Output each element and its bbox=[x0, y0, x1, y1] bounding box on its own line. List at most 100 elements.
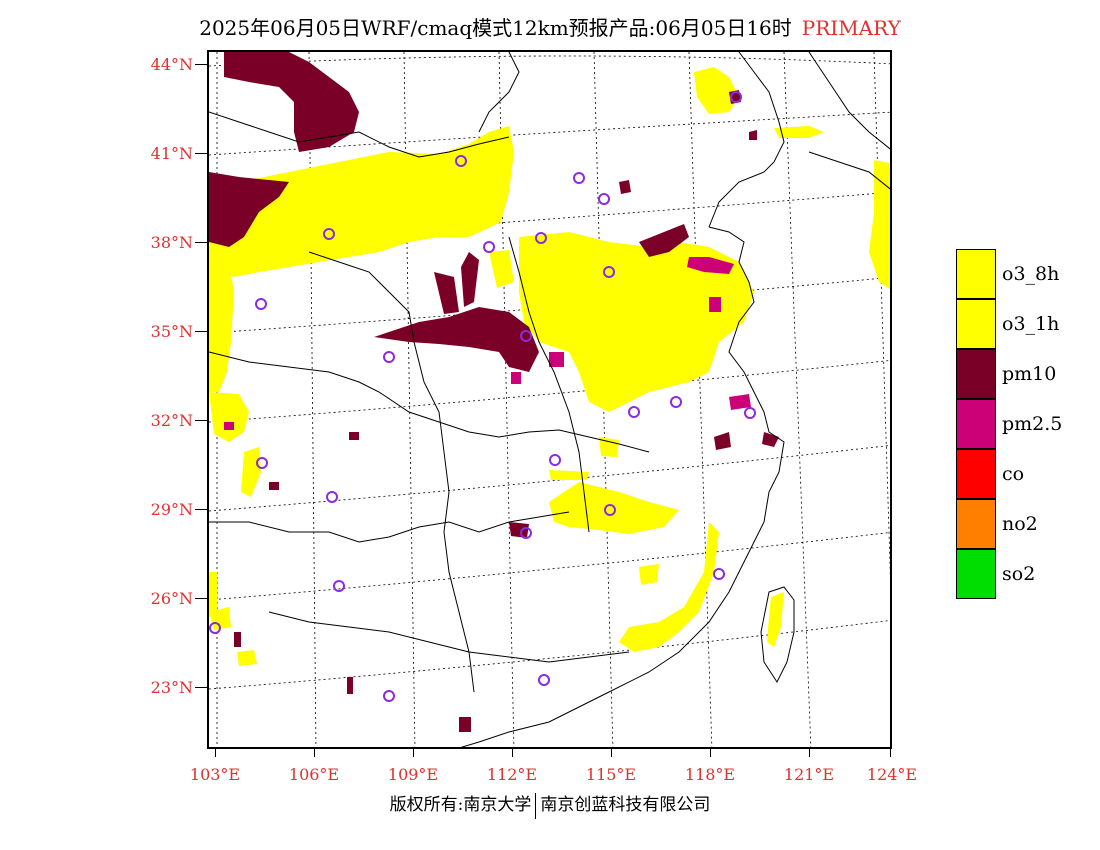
station-marker bbox=[598, 193, 610, 205]
coastline bbox=[460, 226, 785, 747]
map-title: 2025年06月05日WRF/cmaq模式12km预报产品:06月05日16时 P… bbox=[0, 12, 1100, 41]
lat-label: 29°N bbox=[150, 500, 193, 519]
o3-region bbox=[869, 160, 890, 290]
pm10-region bbox=[749, 130, 757, 140]
station-marker bbox=[538, 674, 550, 686]
pm10-region bbox=[234, 632, 241, 647]
graticule-lon bbox=[783, 52, 812, 747]
boundary-line bbox=[209, 351, 650, 453]
lon-tick bbox=[512, 749, 513, 757]
map-area[interactable] bbox=[207, 50, 892, 749]
o3-region bbox=[694, 67, 739, 114]
lon-label: 106°E bbox=[288, 765, 340, 784]
pm10-region bbox=[619, 180, 631, 194]
station-marker bbox=[604, 504, 616, 516]
lon-label: 124°E bbox=[866, 765, 918, 784]
graticule-lon bbox=[593, 52, 614, 747]
station-marker bbox=[383, 351, 395, 363]
station-marker bbox=[256, 457, 268, 469]
o3-region bbox=[209, 607, 231, 630]
lon-tick bbox=[215, 749, 216, 757]
lat-tick bbox=[195, 598, 207, 599]
lon-label: 103°E bbox=[189, 765, 241, 784]
pm10-regions bbox=[209, 52, 779, 732]
footer-right: 南京创蓝科技有限公司 bbox=[540, 795, 711, 815]
pm25-region bbox=[687, 257, 734, 274]
pm10-region bbox=[269, 482, 279, 490]
station-marker bbox=[549, 454, 561, 466]
pm25-region bbox=[511, 372, 521, 384]
station-marker bbox=[520, 330, 532, 342]
pm10-region bbox=[461, 252, 479, 307]
graticule-lon bbox=[688, 52, 713, 747]
station-marker bbox=[209, 622, 221, 634]
station-marker bbox=[744, 407, 756, 419]
boundary-line bbox=[808, 52, 890, 150]
legend-swatch bbox=[956, 399, 996, 449]
lon-label: 121°E bbox=[783, 765, 835, 784]
pm10-region bbox=[224, 52, 359, 152]
lat-label: 32°N bbox=[150, 411, 193, 430]
lat-label: 38°N bbox=[150, 233, 193, 252]
o3-region bbox=[639, 564, 659, 585]
lon-label: 112°E bbox=[486, 765, 538, 784]
map-canvas bbox=[209, 52, 890, 747]
pm25-regions bbox=[224, 257, 751, 430]
pm25-region bbox=[709, 297, 721, 312]
o3-region bbox=[519, 232, 754, 412]
boundary-line bbox=[308, 251, 415, 343]
pm10-region bbox=[374, 307, 539, 372]
legend-label: no2 bbox=[1002, 513, 1038, 535]
o3-region bbox=[237, 650, 257, 666]
legend-label: pm10 bbox=[1002, 363, 1057, 385]
lat-tick bbox=[195, 509, 207, 510]
legend-item: o3_1h bbox=[956, 299, 1096, 349]
lat-tick bbox=[195, 64, 207, 65]
boundary-line bbox=[413, 341, 475, 693]
station-marker bbox=[520, 527, 532, 539]
legend-item: pm2.5 bbox=[956, 399, 1096, 449]
pm10-region bbox=[714, 432, 731, 450]
graticule-lat bbox=[209, 532, 890, 601]
o3-region bbox=[241, 447, 261, 497]
boundary-line bbox=[508, 236, 590, 533]
station-markers bbox=[209, 91, 756, 702]
station-marker bbox=[326, 491, 338, 503]
legend-label: pm2.5 bbox=[1002, 413, 1063, 435]
station-marker bbox=[333, 580, 345, 592]
o3-region bbox=[549, 470, 589, 480]
graticule-lat bbox=[209, 620, 890, 690]
taiwan-outline bbox=[760, 586, 795, 684]
graticule bbox=[209, 52, 890, 747]
lon-tick bbox=[890, 749, 891, 757]
legend-swatch bbox=[956, 299, 996, 349]
o3-region bbox=[209, 572, 217, 617]
pm10-region bbox=[459, 717, 471, 732]
pm25-region bbox=[549, 352, 564, 367]
pm10-region bbox=[639, 224, 689, 257]
station-marker bbox=[255, 298, 267, 310]
legend-swatch bbox=[956, 349, 996, 399]
footer-divider bbox=[535, 792, 537, 819]
o3-region bbox=[209, 126, 514, 277]
legend-label: co bbox=[1002, 463, 1025, 485]
o3-region bbox=[489, 250, 514, 288]
pm10-region bbox=[349, 432, 359, 440]
pm10-region bbox=[434, 272, 459, 314]
station-marker bbox=[603, 266, 615, 278]
o3-region bbox=[599, 437, 619, 457]
legend-item: so2 bbox=[956, 549, 1096, 599]
lon-label: 118°E bbox=[684, 765, 736, 784]
pm25-region bbox=[729, 394, 751, 410]
legend-item: pm10 bbox=[956, 349, 1096, 399]
lat-label: 26°N bbox=[150, 589, 193, 608]
lon-tick bbox=[413, 749, 414, 757]
lat-label: 44°N bbox=[150, 55, 193, 74]
copyright-footer: 版权所有:南京大学 南京创蓝科技有限公司 bbox=[0, 790, 1100, 819]
legend-item: co bbox=[956, 449, 1096, 499]
pm25-region bbox=[224, 422, 234, 430]
legend-swatch bbox=[956, 499, 996, 549]
pm10-region bbox=[209, 172, 289, 247]
pm10-region bbox=[509, 522, 529, 538]
station-marker bbox=[573, 172, 585, 184]
